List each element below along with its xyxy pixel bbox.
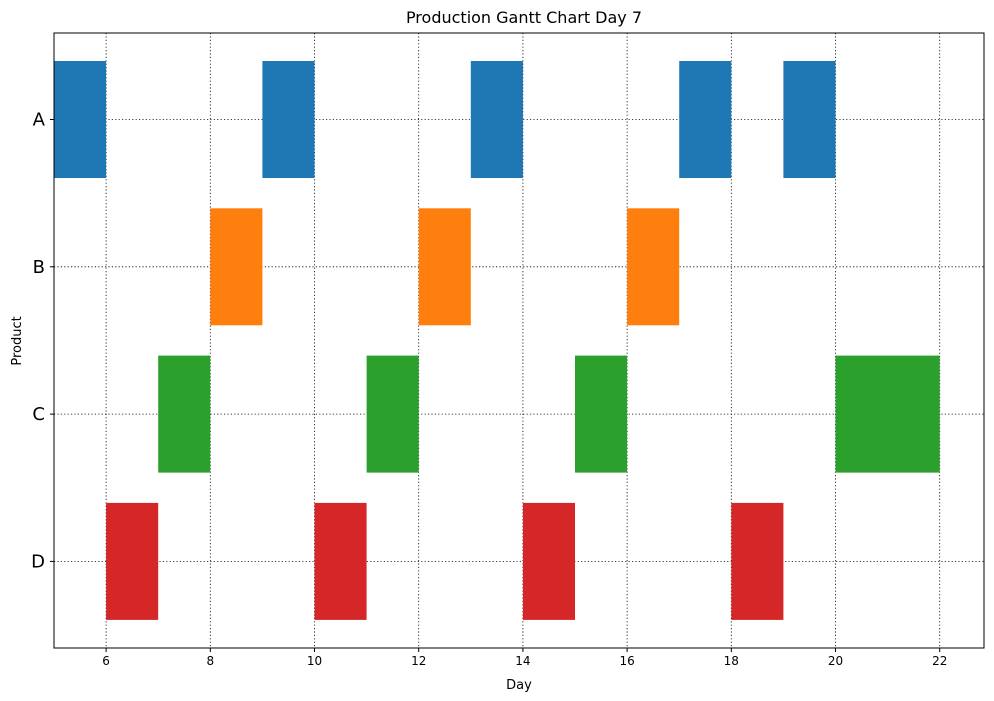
y-tick-label-b: B bbox=[33, 257, 45, 278]
task-bar-c-2 bbox=[366, 355, 419, 473]
task-bar-a-1 bbox=[54, 61, 107, 178]
x-tick-label: 20 bbox=[828, 654, 843, 668]
task-bar-d-1 bbox=[106, 502, 159, 620]
task-bar-a-4 bbox=[679, 61, 732, 178]
y-tick-label-d: D bbox=[31, 551, 45, 572]
y-axis-label: Product bbox=[10, 316, 25, 365]
task-bar-c-4 bbox=[835, 355, 940, 473]
task-bar-a-5 bbox=[783, 61, 836, 178]
y-tick-label-c: C bbox=[32, 404, 45, 425]
x-axis-label: Day bbox=[506, 678, 532, 693]
x-tick-label: 10 bbox=[307, 654, 322, 668]
x-axis-ticks: 6 8 10 12 14 16 18 20 22 bbox=[102, 648, 947, 668]
x-tick-label: 12 bbox=[411, 654, 426, 668]
x-tick-label: 18 bbox=[724, 654, 739, 668]
task-bar-c-1 bbox=[158, 355, 211, 473]
task-bar-a-3 bbox=[470, 61, 523, 178]
x-tick-label: 6 bbox=[102, 654, 110, 668]
y-axis-ticks: A B C D bbox=[31, 110, 54, 572]
task-bar-c-3 bbox=[575, 355, 628, 473]
x-tick-label: 16 bbox=[619, 654, 634, 668]
x-tick-label: 22 bbox=[932, 654, 947, 668]
task-bar-b-1 bbox=[210, 208, 263, 326]
task-bar-d-4 bbox=[731, 502, 784, 620]
plot-frame bbox=[53, 32, 985, 649]
task-bars bbox=[54, 61, 940, 620]
task-bar-d-2 bbox=[314, 502, 367, 620]
x-tick-label: 14 bbox=[515, 654, 530, 668]
task-bar-a-2 bbox=[262, 61, 315, 178]
x-tick-label: 8 bbox=[206, 654, 214, 668]
y-tick-label-a: A bbox=[33, 110, 46, 131]
task-bar-d-3 bbox=[522, 502, 576, 620]
task-bar-b-3 bbox=[627, 208, 680, 326]
task-bar-b-2 bbox=[418, 208, 471, 326]
chart-title: Production Gantt Chart Day 7 bbox=[406, 8, 642, 27]
